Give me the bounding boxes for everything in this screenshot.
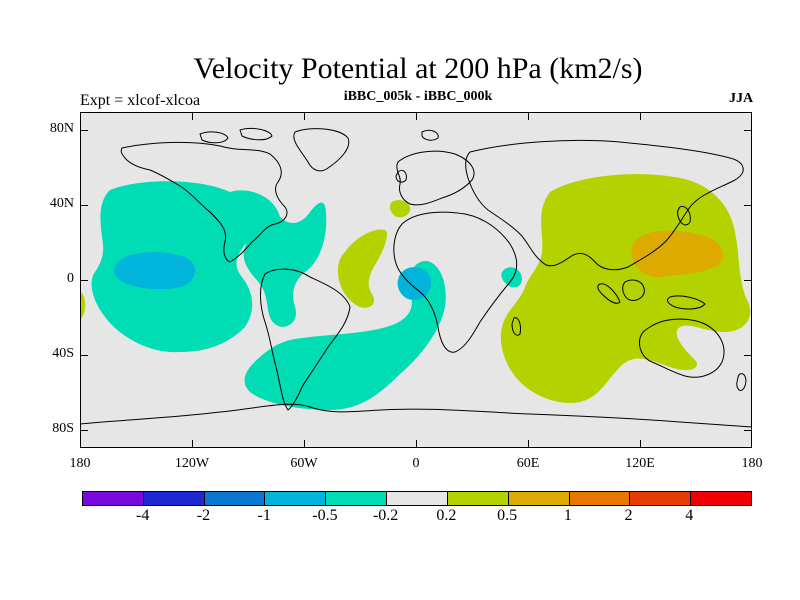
colorbar-label: -1	[257, 507, 271, 524]
contour-positive-edge	[80, 292, 86, 320]
lon-label-120e: 120E	[625, 456, 655, 471]
lat-label-0: 0	[67, 271, 74, 286]
continent-europe	[396, 150, 475, 206]
contour-negative-southatlantic	[244, 261, 446, 410]
colorbar-box	[143, 492, 205, 505]
lon-label-60e: 60E	[516, 456, 540, 471]
colorbar-box	[265, 492, 327, 505]
colorbar-box	[83, 492, 144, 505]
colorbar-box	[691, 492, 751, 505]
lat-tick	[744, 130, 752, 131]
colorbar-box	[447, 492, 509, 505]
lon-tick	[304, 440, 305, 448]
colorbar-box	[508, 492, 570, 505]
continent-asia	[465, 139, 744, 271]
continent-antarctica	[80, 403, 752, 428]
colorbar-box	[387, 492, 448, 505]
colorbar-box	[630, 492, 692, 505]
lat-label-40n: 40N	[49, 196, 74, 211]
colorbar-label: -4	[136, 507, 150, 524]
lon-tick	[528, 112, 529, 120]
map-panel	[80, 112, 752, 448]
contour-negative-arabian	[501, 267, 522, 288]
lon-tick	[304, 112, 305, 120]
contour-negative-medium-atlantic	[397, 267, 432, 300]
lat-tick	[80, 130, 88, 131]
contour-negative-gulf	[230, 190, 327, 327]
island-newguinea	[667, 295, 706, 310]
contour-positive-atlantic	[338, 229, 388, 308]
lat-tick	[744, 355, 752, 356]
lat-tick	[744, 430, 752, 431]
lat-tick	[80, 205, 88, 206]
continent-australia	[639, 318, 725, 378]
colorbar-box	[569, 492, 631, 505]
contour-positive-mediterranean	[389, 199, 411, 218]
continent-greenland	[293, 128, 350, 172]
lat-tick	[80, 280, 88, 281]
colorbar-label: 1	[563, 507, 572, 524]
chart-title: Velocity Potential at 200 hPa (km2/s)	[193, 52, 643, 85]
lon-label-120w: 120W	[174, 456, 210, 471]
continent-africa	[393, 211, 518, 353]
lat-label-80n: 80N	[49, 121, 74, 136]
contour-positive-asia	[500, 174, 751, 403]
lon-label-180e: 180	[741, 456, 763, 471]
island-arctic-2	[239, 127, 273, 141]
lon-tick	[416, 112, 417, 120]
continent-south-america	[260, 268, 351, 411]
colorbar-label: -0.5	[312, 507, 338, 524]
season-label: JJA	[729, 91, 754, 106]
contour-fills	[80, 174, 751, 410]
case-label: iBBC_005k - iBBC_000k	[343, 89, 493, 104]
lon-label-0: 0	[412, 456, 420, 471]
colorbar-label: -0.2	[372, 507, 399, 524]
lon-tick	[192, 112, 193, 120]
lon-tick	[528, 440, 529, 448]
lat-tick	[80, 355, 88, 356]
contour-negative-medium-pacific	[113, 252, 196, 290]
island-madagascar	[511, 317, 521, 336]
lat-label-80s: 80S	[52, 421, 74, 436]
contour-positive-medium-westpacific	[631, 230, 724, 278]
island-british-isles	[395, 169, 407, 183]
island-arctic-1	[199, 131, 229, 144]
island-japan	[677, 205, 691, 226]
island-svalbard	[421, 129, 439, 141]
coastlines	[80, 127, 752, 428]
island-sumatra	[597, 283, 621, 304]
lon-tick	[640, 112, 641, 120]
experiment-label: Expt = xlcof-xlcoa	[80, 92, 201, 109]
colorbar-label: 0.2	[436, 507, 457, 524]
lat-label-40s: 40S	[52, 346, 74, 361]
lat-tick	[744, 280, 752, 281]
colorbar-label: 0.5	[497, 507, 518, 524]
lat-tick	[80, 430, 88, 431]
colorbar-label: -2	[196, 507, 211, 524]
lon-label-60w: 60W	[290, 456, 318, 471]
lon-tick	[416, 440, 417, 448]
island-borneo	[622, 279, 645, 301]
map-canvas	[80, 112, 752, 448]
colorbar-box	[326, 492, 388, 505]
colorbar-label: 2	[624, 507, 633, 524]
colorbar	[82, 491, 752, 506]
lat-tick	[744, 205, 752, 206]
colorbar-box	[204, 492, 266, 505]
lon-label-180w: 180	[69, 456, 91, 471]
lon-tick	[192, 440, 193, 448]
lon-tick	[640, 440, 641, 448]
colorbar-label: 4	[685, 507, 694, 524]
island-new-zealand	[736, 373, 747, 391]
continent-north-america	[120, 141, 288, 263]
